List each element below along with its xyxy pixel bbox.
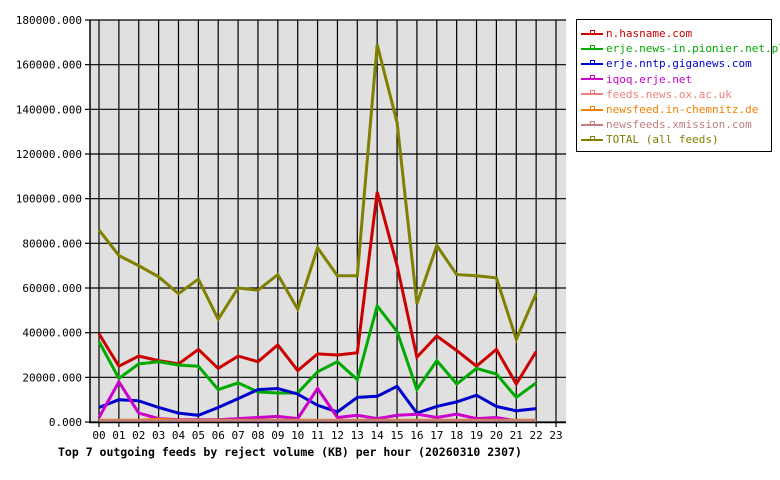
x-tick-label: 17 [430,429,443,442]
legend-item: newsfeed.in-chemnitz.de [581,102,758,117]
y-tick-label: 60000.000 [22,282,82,295]
y-tick-label: 40000.000 [22,327,82,340]
legend-item: TOTAL (all feeds) [581,132,719,147]
y-tick-label: 180000.000 [16,14,82,27]
x-tick-label: 14 [371,429,385,442]
legend-label: newsfeeds.xmission.com [606,118,752,132]
x-tick-label: 15 [390,429,403,442]
y-tick-label: 80000.000 [22,237,82,250]
legend-line-icon [581,120,603,129]
legend-label: erje.nntp.giganews.com [606,57,752,71]
series-line-erje-news-in-pionier-net-pl [97,302,537,400]
series-line-erje-nntp-giganews-com [98,384,537,417]
legend-label: erje.news-in.pionier.net.pl [606,42,780,56]
legend-line-icon [581,105,603,114]
legend-line-icon [581,90,603,98]
legend-label: feeds.news.ox.ac.uk [606,87,732,101]
y-tick-label: 160000.000 [16,59,82,72]
x-tick-label: 07 [231,429,244,442]
y-tick-label: 20000.000 [22,371,82,384]
legend-label: newsfeed.in-chemnitz.de [606,103,759,116]
legend-item: iqoq.erje.net [581,72,692,87]
legend-item: erje.nntp.giganews.com [581,56,752,71]
x-tick-label: 01 [112,429,125,442]
x-tick-label: 00 [92,429,105,442]
legend-item: n.hasname.com [581,26,692,41]
x-tick-label: 21 [510,429,523,442]
x-tick-label: 02 [132,429,145,442]
legend-line-icon [581,75,603,83]
x-tick-label: 22 [530,429,543,442]
x-tick-label: 23 [549,429,562,442]
x-tick-label: 11 [311,429,324,442]
legend-line-icon [581,135,603,144]
x-tick-label: 12 [331,429,344,442]
x-axis-ticks: 00 01 02 03 04 05 06 07 08 09 10 11 12 13 14 15 16 17 18 19… [92,422,563,442]
chart-title: Top 7 outgoing feeds by reject volume (K… [58,445,522,459]
legend: n.hasname.com erje.news-in.pionier.net.pl… [576,19,780,152]
x-tick-label: 04 [172,429,186,442]
x-tick-label: 06 [212,429,225,442]
x-tick-label: 08 [251,429,264,442]
x-tick-label: 13 [351,429,364,442]
legend-line-icon [581,29,603,38]
legend-label: n.hasname.com [606,27,693,40]
legend-item: newsfeeds.xmission.com [581,117,752,132]
x-tick-label: 16 [410,429,423,442]
series-line-total-all-feeds- [97,44,538,344]
legend-item: erje.news-in.pionier.net.pl [581,41,780,56]
legend-label: iqoq.erje.net [606,72,693,86]
x-tick-label: 09 [271,429,284,442]
x-tick-label: 10 [291,429,304,442]
gridlines [90,19,566,423]
y-tick-label: 140000.000 [16,103,82,116]
data-series [97,44,538,423]
y-tick-label: 0.000 [49,416,82,429]
x-tick-label: 20 [490,429,503,442]
x-tick-label: 03 [152,429,165,442]
legend-item: feeds.news.ox.ac.uk [581,87,732,102]
y-tick-label: 120000.000 [16,148,82,161]
y-axis-ticks: 0.000 20000.000 40000.000 60000.000 80000.00… [16,14,90,429]
x-tick-label: 19 [470,429,483,442]
x-tick-label: 18 [450,429,463,442]
legend-line-icon [581,44,603,53]
legend-label: TOTAL (all feeds) [606,133,719,147]
legend-line-icon [581,59,603,68]
y-tick-label: 100000.000 [16,193,82,206]
x-tick-label: 05 [192,429,205,442]
